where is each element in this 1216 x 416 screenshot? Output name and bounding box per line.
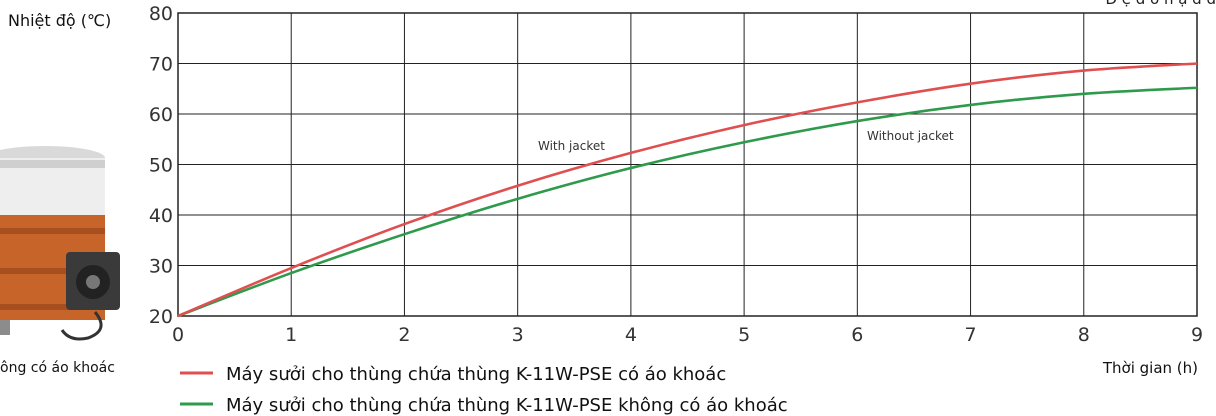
legend-label-without-jacket: Máy sưởi cho thùng chứa thùng K-11W-PSE … xyxy=(226,395,788,416)
annotation-without-jacket: Without jacket xyxy=(867,129,954,143)
series-line-without-jacket xyxy=(177,86,1198,318)
grid-lines xyxy=(177,12,1198,317)
y-tick-label: 50 xyxy=(149,155,173,177)
annotation-with-jacket: With jacket xyxy=(538,139,605,153)
x-tick-label: 7 xyxy=(965,324,977,346)
series-lines xyxy=(177,62,1198,318)
product-photo xyxy=(0,146,120,341)
x-tick-label: 9 xyxy=(1191,324,1203,346)
x-tick-label: 2 xyxy=(398,324,410,346)
x-tick-label: 1 xyxy=(285,324,297,346)
y-axis-label: Nhiệt độ (℃) xyxy=(8,11,111,30)
x-tick-label: 0 xyxy=(172,324,184,346)
x-tick-label: 5 xyxy=(738,324,750,346)
y-tick-label: 20 xyxy=(149,306,173,328)
y-tick-label: 40 xyxy=(149,205,173,227)
image-caption: ông có áo khoác xyxy=(0,360,115,376)
legend-label-with-jacket: Máy sưởi cho thùng chứa thùng K-11W-PSE … xyxy=(226,364,726,385)
y-tick-label: 30 xyxy=(149,256,173,278)
x-tick-label: 4 xyxy=(625,324,637,346)
y-tick-labels: 20 30 40 50 60 70 80 xyxy=(149,3,173,328)
series-line-with-jacket xyxy=(177,62,1198,318)
x-tick-label: 6 xyxy=(851,324,863,346)
x-axis-label: Thời gian (h) xyxy=(1102,359,1198,377)
top-right-note: Đ ệ đ ờ h ặ đ đ xyxy=(1105,0,1216,8)
y-tick-label: 80 xyxy=(149,3,173,25)
legend: Máy sưởi cho thùng chứa thùng K-11W-PSE … xyxy=(180,364,788,416)
x-tick-label: 3 xyxy=(512,324,524,346)
y-tick-label: 70 xyxy=(149,54,173,76)
x-tick-labels: 0 1 2 3 4 5 6 7 8 9 xyxy=(172,324,1203,346)
y-tick-label: 60 xyxy=(149,104,173,126)
x-tick-label: 8 xyxy=(1078,324,1090,346)
